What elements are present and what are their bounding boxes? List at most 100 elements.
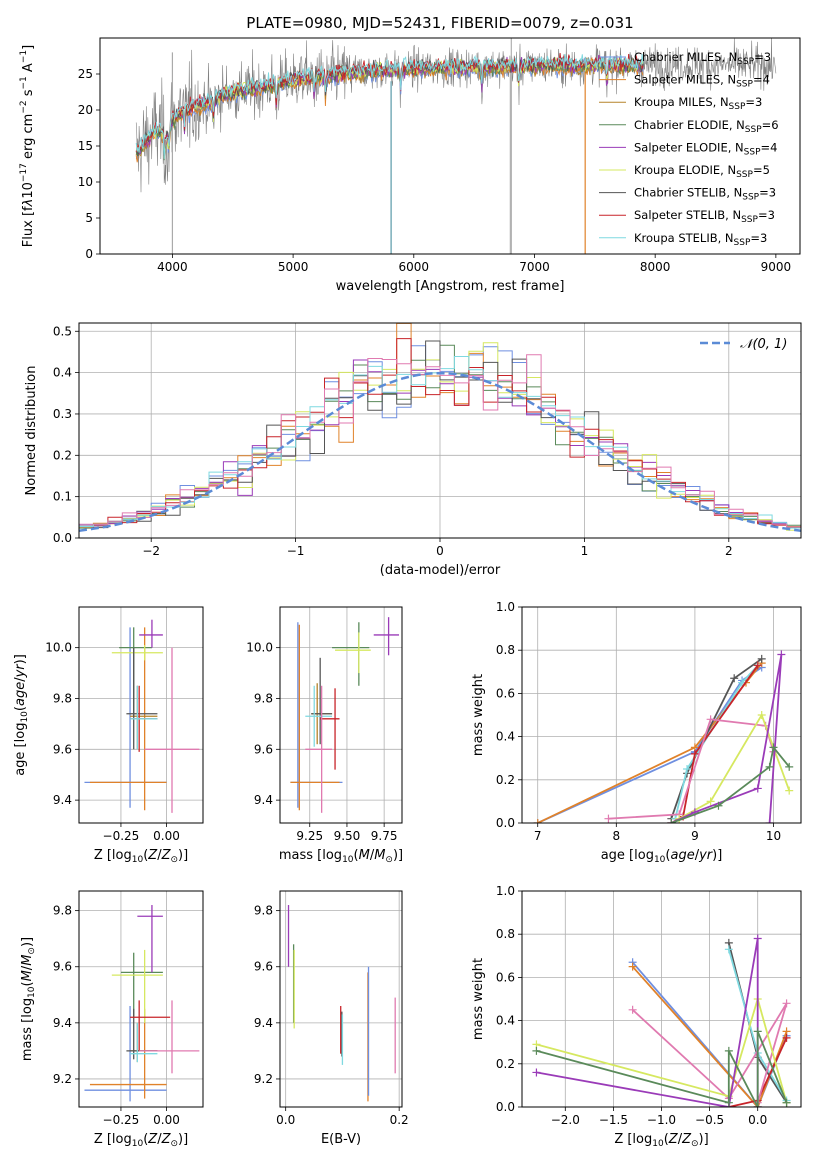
mass_weight_vs_metallicity-axes: −2.0 −1.5 −1.0 −0.5 0.0 0.0 0.2 0.4 0.6 0.8 1.0 bbox=[496, 884, 801, 1127]
mass_weight_vs_age-ytick-label: 0.6 bbox=[496, 686, 515, 700]
mass_weight_vs_metallicity-xtick-label: −1.5 bbox=[599, 1113, 628, 1127]
mass_weight_vs_metallicity-ylabel: mass weight bbox=[471, 958, 486, 1040]
hist-xtick-label: 2 bbox=[725, 544, 733, 558]
mass_weight_vs_age-marker bbox=[604, 814, 613, 823]
spectrum-xtick-label: 4000 bbox=[157, 260, 188, 274]
mass_weight_vs_metallicity-marker bbox=[532, 1046, 541, 1055]
mass_weight_vs_metallicity-series-line bbox=[631, 966, 788, 1107]
mass_vs_metallicity-ytick-label: 9.6 bbox=[53, 960, 72, 974]
mass_vs_ebv-ytick-label: 9.2 bbox=[254, 1072, 273, 1086]
mass_vs_metallicity-frame bbox=[78, 890, 204, 1108]
hist-xtick-label: 0 bbox=[436, 544, 444, 558]
mass_weight_vs_metallicity-ytick-label: 0.8 bbox=[496, 927, 515, 941]
mass_weight_vs_metallicity-series-line bbox=[536, 995, 788, 1103]
legend-entry: Salpeter ELODIE, NSSP=4 bbox=[634, 140, 777, 157]
hist-ytick-label: 0.5 bbox=[53, 324, 72, 338]
hist-legend-label: 𝒩(0, 1) bbox=[740, 337, 787, 352]
mass_weight_vs_metallicity-marker bbox=[628, 962, 637, 971]
mass_vs_ebv-xlabel: E(B-V) bbox=[321, 1132, 361, 1147]
mass_vs_metallicity-xtick-label: −0.25 bbox=[103, 1113, 140, 1127]
mass_weight_vs_age-marker bbox=[769, 743, 778, 752]
mass_vs_ebv-ytick-label: 9.4 bbox=[254, 1016, 273, 1030]
figure-title: PLATE=0980, MJD=52431, FIBERID=0079, z=0… bbox=[246, 14, 633, 32]
spectrum-model-line bbox=[135, 53, 644, 159]
spectrum-xtick-label: 6000 bbox=[399, 260, 430, 274]
legend-entry: Chabrier STELIB, NSSP=3 bbox=[634, 186, 776, 203]
mass_weight_vs_age-marker bbox=[690, 749, 699, 758]
mass_weight_vs_age-marker bbox=[785, 786, 794, 795]
hist-ytick-label: 0.3 bbox=[53, 407, 72, 421]
spectrum-axes: 4000 5000 6000 7000 8000 9000 0 5 10 15 20 25 bbox=[78, 67, 791, 274]
mass_weight_vs_age-ytick-label: 0.8 bbox=[496, 643, 515, 657]
mass_vs_ebv-xtick-label: 0.0 bbox=[276, 1113, 295, 1127]
mass_weight_vs_age-marker bbox=[757, 711, 766, 719]
spectrum-ytick-label: 15 bbox=[78, 139, 93, 153]
mass_weight_vs_age-xlabel: age [log10(age/yr)] bbox=[601, 848, 723, 865]
mass_weight_vs_metallicity-marker bbox=[628, 1005, 637, 1014]
legend-entry: Salpeter MILES, NSSP=4 bbox=[634, 73, 770, 90]
spectrum-ytick-label: 5 bbox=[85, 211, 93, 225]
age_vs_mass-ytick-label: 9.6 bbox=[254, 742, 273, 756]
age_vs_metallicity-xtick-label: −0.25 bbox=[103, 829, 140, 843]
mass_weight_vs_age-marker bbox=[777, 650, 786, 659]
gaussian-reference-curve bbox=[79, 371, 801, 533]
mass_weight_vs_age-marker bbox=[753, 661, 762, 670]
age_vs_metallicity-ytick-label: 9.4 bbox=[53, 793, 72, 807]
age_vs_metallicity-xlabel: Z [log10(Z/Z⊙)] bbox=[94, 848, 188, 865]
mass_weight_vs_metallicity-xtick-label: −0.5 bbox=[695, 1113, 724, 1127]
mass_weight_vs_metallicity-marker bbox=[724, 1098, 733, 1107]
mass_vs_ebv-axes: 0.0 0.2 9.2 9.4 9.6 9.8 bbox=[254, 891, 409, 1127]
mass_weight_vs_age-ytick-label: 1.0 bbox=[496, 600, 515, 614]
mass_weight_vs_age-marker bbox=[765, 819, 774, 823]
mass_weight_vs_metallicity-marker bbox=[782, 999, 791, 1008]
mass_weight_vs_metallicity-xlabel: Z [log10(Z/Z⊙)] bbox=[614, 1132, 708, 1149]
mass_weight_vs_metallicity-series-line bbox=[536, 938, 759, 1107]
mass_weight_vs_age-marker bbox=[714, 801, 723, 810]
age_vs_mass-axes: 9.25 9.50 9.75 9.4 9.6 9.8 10.0 bbox=[246, 607, 402, 843]
spectrum-ylabel: Flux [fλ10−17 erg cm−2 s−1 A−1] bbox=[19, 45, 36, 247]
mass_vs_metallicity-ytick-label: 9.4 bbox=[53, 1016, 72, 1030]
hist-xlabel: (data-model)/error bbox=[380, 563, 501, 578]
mass_weight_vs_metallicity-ytick-label: 0.0 bbox=[496, 1100, 515, 1114]
mass_weight_vs_age-marker bbox=[753, 784, 762, 793]
mass_vs_metallicity-axes: −0.25 0.00 9.2 9.4 9.6 9.8 bbox=[53, 891, 203, 1127]
spectrum-ytick-label: 25 bbox=[78, 67, 93, 81]
hist-xtick-label: −1 bbox=[287, 544, 305, 558]
age_vs_mass-xtick-label: 9.75 bbox=[371, 829, 398, 843]
age_vs_metallicity-axes: −0.25 0.00 9.4 9.6 9.8 10.0 bbox=[45, 607, 203, 843]
mass_weight_vs_metallicity-xtick-label: −1.0 bbox=[647, 1113, 676, 1127]
hist-ytick-label: 0.2 bbox=[53, 448, 72, 462]
mass_weight_vs_metallicity-series-line bbox=[536, 1031, 788, 1107]
mass_vs_ebv-ytick-label: 9.6 bbox=[254, 960, 273, 974]
mass_vs_ebv-xtick-label: 0.2 bbox=[390, 1113, 409, 1127]
mass_weight_vs_age-frame bbox=[521, 606, 802, 824]
mass_weight_vs_age-marker bbox=[785, 762, 794, 771]
age_vs_metallicity-ytick-label: 9.8 bbox=[53, 691, 72, 705]
hist-ytick-label: 0.0 bbox=[53, 531, 72, 545]
age_vs_mass-xtick-label: 9.50 bbox=[334, 829, 361, 843]
age_vs_mass-frame bbox=[279, 606, 403, 824]
mass_weight_vs_age-marker bbox=[730, 674, 739, 683]
mass_weight_vs_age-marker bbox=[706, 797, 715, 806]
mass_weight_vs_metallicity-marker bbox=[724, 1046, 733, 1055]
age_vs_metallicity-frame bbox=[78, 606, 204, 824]
mass_vs_ebv-frame bbox=[279, 890, 403, 1108]
mass_weight_vs_metallicity-marker bbox=[782, 1033, 791, 1042]
legend-entry: Kroupa ELODIE, NSSP=5 bbox=[634, 163, 770, 180]
age_vs_mass-ytick-label: 9.4 bbox=[254, 793, 273, 807]
mass_weight_vs_age-ytick-label: 0.2 bbox=[496, 773, 515, 787]
mass_weight_vs_age-ylabel: mass weight bbox=[471, 674, 486, 756]
mass_weight_vs_metallicity-marker bbox=[753, 934, 762, 943]
spectrum-frame bbox=[99, 37, 801, 255]
mass_weight_vs_metallicity-marker bbox=[724, 945, 733, 954]
mass_vs_metallicity-ytick-label: 9.8 bbox=[53, 904, 72, 918]
age_vs_mass-xtick-label: 9.25 bbox=[296, 829, 323, 843]
mass_weight_vs_metallicity-ytick-label: 1.0 bbox=[496, 884, 515, 898]
spectrum-xtick-label: 9000 bbox=[761, 260, 792, 274]
mass_weight_vs_metallicity-marker bbox=[532, 1068, 541, 1077]
mass_weight_vs_age-xtick-label: 10 bbox=[766, 829, 781, 843]
spectrum-xtick-label: 5000 bbox=[278, 260, 309, 274]
age_vs_metallicity-ylabel: age [log10(age/yr)] bbox=[13, 654, 30, 776]
mass_weight_vs_age-xtick-label: 7 bbox=[534, 829, 542, 843]
mass_weight_vs_metallicity-ytick-label: 0.4 bbox=[496, 1014, 515, 1028]
